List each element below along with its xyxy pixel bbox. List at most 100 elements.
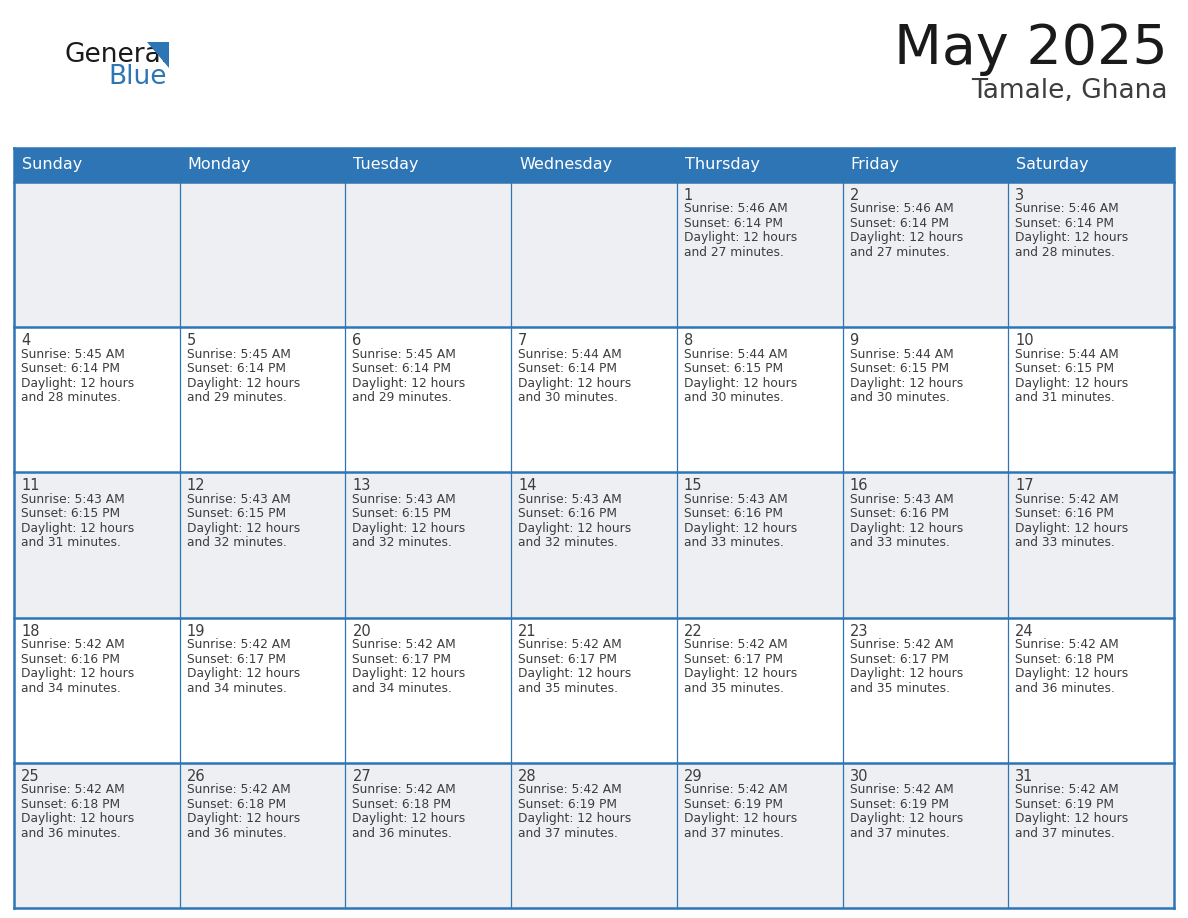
Text: and 36 minutes.: and 36 minutes.: [21, 827, 121, 840]
Text: Daylight: 12 hours: Daylight: 12 hours: [187, 812, 299, 825]
Text: and 32 minutes.: and 32 minutes.: [518, 536, 618, 549]
Text: Daylight: 12 hours: Daylight: 12 hours: [518, 812, 631, 825]
Text: and 34 minutes.: and 34 minutes.: [353, 681, 453, 695]
Text: Daylight: 12 hours: Daylight: 12 hours: [849, 231, 962, 244]
Text: Sunrise: 5:46 AM: Sunrise: 5:46 AM: [849, 203, 953, 216]
Text: Sunset: 6:17 PM: Sunset: 6:17 PM: [849, 653, 948, 666]
Text: Sunrise: 5:44 AM: Sunrise: 5:44 AM: [518, 348, 621, 361]
Text: and 37 minutes.: and 37 minutes.: [849, 827, 949, 840]
Text: Sunset: 6:19 PM: Sunset: 6:19 PM: [849, 798, 948, 811]
Text: 26: 26: [187, 768, 206, 784]
Text: Sunset: 6:18 PM: Sunset: 6:18 PM: [187, 798, 286, 811]
Text: and 30 minutes.: and 30 minutes.: [849, 391, 949, 404]
Text: General: General: [64, 42, 169, 68]
Text: Sunrise: 5:42 AM: Sunrise: 5:42 AM: [21, 638, 125, 651]
Text: Sunrise: 5:45 AM: Sunrise: 5:45 AM: [187, 348, 291, 361]
Text: Sunset: 6:14 PM: Sunset: 6:14 PM: [684, 217, 783, 230]
Text: Friday: Friday: [851, 158, 899, 173]
Text: Daylight: 12 hours: Daylight: 12 hours: [1016, 376, 1129, 390]
Text: Sunset: 6:15 PM: Sunset: 6:15 PM: [353, 508, 451, 521]
Bar: [14, 182, 1174, 327]
Text: 10: 10: [1016, 333, 1034, 348]
Text: Sunrise: 5:42 AM: Sunrise: 5:42 AM: [187, 783, 290, 796]
Bar: [14, 148, 1174, 182]
Text: 5: 5: [187, 333, 196, 348]
Text: Tamale, Ghana: Tamale, Ghana: [972, 78, 1168, 104]
Text: Sunset: 6:19 PM: Sunset: 6:19 PM: [684, 798, 783, 811]
Text: and 28 minutes.: and 28 minutes.: [1016, 246, 1116, 259]
Text: 25: 25: [21, 768, 39, 784]
Text: Sunset: 6:16 PM: Sunset: 6:16 PM: [21, 653, 120, 666]
Text: Daylight: 12 hours: Daylight: 12 hours: [684, 376, 797, 390]
Text: Daylight: 12 hours: Daylight: 12 hours: [849, 376, 962, 390]
Text: Daylight: 12 hours: Daylight: 12 hours: [353, 522, 466, 535]
Text: Sunset: 6:15 PM: Sunset: 6:15 PM: [849, 363, 949, 375]
Text: Sunrise: 5:46 AM: Sunrise: 5:46 AM: [684, 203, 788, 216]
Text: and 31 minutes.: and 31 minutes.: [1016, 391, 1116, 404]
Text: Sunrise: 5:42 AM: Sunrise: 5:42 AM: [518, 638, 621, 651]
Text: 18: 18: [21, 623, 39, 639]
Text: 13: 13: [353, 478, 371, 493]
Text: Sunrise: 5:43 AM: Sunrise: 5:43 AM: [518, 493, 621, 506]
Text: Sunrise: 5:42 AM: Sunrise: 5:42 AM: [684, 783, 788, 796]
Text: Sunrise: 5:44 AM: Sunrise: 5:44 AM: [849, 348, 953, 361]
Text: 12: 12: [187, 478, 206, 493]
Text: Sunset: 6:14 PM: Sunset: 6:14 PM: [849, 217, 948, 230]
Text: Saturday: Saturday: [1016, 158, 1089, 173]
Text: Sunset: 6:18 PM: Sunset: 6:18 PM: [21, 798, 120, 811]
Text: Sunset: 6:14 PM: Sunset: 6:14 PM: [518, 363, 617, 375]
Text: Thursday: Thursday: [684, 158, 760, 173]
Text: Sunset: 6:15 PM: Sunset: 6:15 PM: [187, 508, 286, 521]
Text: and 27 minutes.: and 27 minutes.: [849, 246, 949, 259]
Text: Daylight: 12 hours: Daylight: 12 hours: [21, 522, 134, 535]
Text: Sunrise: 5:42 AM: Sunrise: 5:42 AM: [849, 783, 953, 796]
Text: and 29 minutes.: and 29 minutes.: [353, 391, 453, 404]
Text: Sunset: 6:19 PM: Sunset: 6:19 PM: [518, 798, 617, 811]
Text: Daylight: 12 hours: Daylight: 12 hours: [518, 667, 631, 680]
Text: Daylight: 12 hours: Daylight: 12 hours: [684, 667, 797, 680]
Text: Sunrise: 5:43 AM: Sunrise: 5:43 AM: [21, 493, 125, 506]
Text: Sunset: 6:14 PM: Sunset: 6:14 PM: [1016, 217, 1114, 230]
Text: and 35 minutes.: and 35 minutes.: [849, 681, 949, 695]
Text: Daylight: 12 hours: Daylight: 12 hours: [353, 667, 466, 680]
Text: and 29 minutes.: and 29 minutes.: [187, 391, 286, 404]
Text: Sunrise: 5:43 AM: Sunrise: 5:43 AM: [187, 493, 290, 506]
Text: and 32 minutes.: and 32 minutes.: [187, 536, 286, 549]
Text: 17: 17: [1016, 478, 1034, 493]
Text: Daylight: 12 hours: Daylight: 12 hours: [684, 812, 797, 825]
Text: 2: 2: [849, 188, 859, 203]
Text: Sunrise: 5:44 AM: Sunrise: 5:44 AM: [1016, 348, 1119, 361]
Text: Daylight: 12 hours: Daylight: 12 hours: [353, 376, 466, 390]
Text: Daylight: 12 hours: Daylight: 12 hours: [849, 812, 962, 825]
Text: Sunset: 6:17 PM: Sunset: 6:17 PM: [187, 653, 286, 666]
Text: 27: 27: [353, 768, 371, 784]
Text: Daylight: 12 hours: Daylight: 12 hours: [21, 667, 134, 680]
Text: 16: 16: [849, 478, 868, 493]
Text: and 32 minutes.: and 32 minutes.: [353, 536, 453, 549]
Text: Monday: Monday: [188, 158, 251, 173]
Text: Sunrise: 5:45 AM: Sunrise: 5:45 AM: [353, 348, 456, 361]
Text: Sunset: 6:16 PM: Sunset: 6:16 PM: [849, 508, 948, 521]
Text: Sunset: 6:17 PM: Sunset: 6:17 PM: [684, 653, 783, 666]
Text: and 36 minutes.: and 36 minutes.: [353, 827, 453, 840]
Text: Daylight: 12 hours: Daylight: 12 hours: [187, 667, 299, 680]
Text: and 37 minutes.: and 37 minutes.: [518, 827, 618, 840]
Text: Sunrise: 5:42 AM: Sunrise: 5:42 AM: [1016, 638, 1119, 651]
Text: Sunrise: 5:43 AM: Sunrise: 5:43 AM: [353, 493, 456, 506]
Text: Sunrise: 5:46 AM: Sunrise: 5:46 AM: [1016, 203, 1119, 216]
Text: 19: 19: [187, 623, 206, 639]
Text: and 31 minutes.: and 31 minutes.: [21, 536, 121, 549]
Text: Sunset: 6:19 PM: Sunset: 6:19 PM: [1016, 798, 1114, 811]
Text: Sunset: 6:14 PM: Sunset: 6:14 PM: [21, 363, 120, 375]
Text: Sunrise: 5:42 AM: Sunrise: 5:42 AM: [849, 638, 953, 651]
Bar: [14, 473, 1174, 618]
Text: 21: 21: [518, 623, 537, 639]
Text: Sunset: 6:14 PM: Sunset: 6:14 PM: [353, 363, 451, 375]
Text: Sunset: 6:18 PM: Sunset: 6:18 PM: [1016, 653, 1114, 666]
Text: 11: 11: [21, 478, 39, 493]
Text: Sunrise: 5:42 AM: Sunrise: 5:42 AM: [353, 783, 456, 796]
Text: Daylight: 12 hours: Daylight: 12 hours: [684, 522, 797, 535]
Text: and 34 minutes.: and 34 minutes.: [21, 681, 121, 695]
Text: 7: 7: [518, 333, 527, 348]
Bar: [14, 763, 1174, 908]
